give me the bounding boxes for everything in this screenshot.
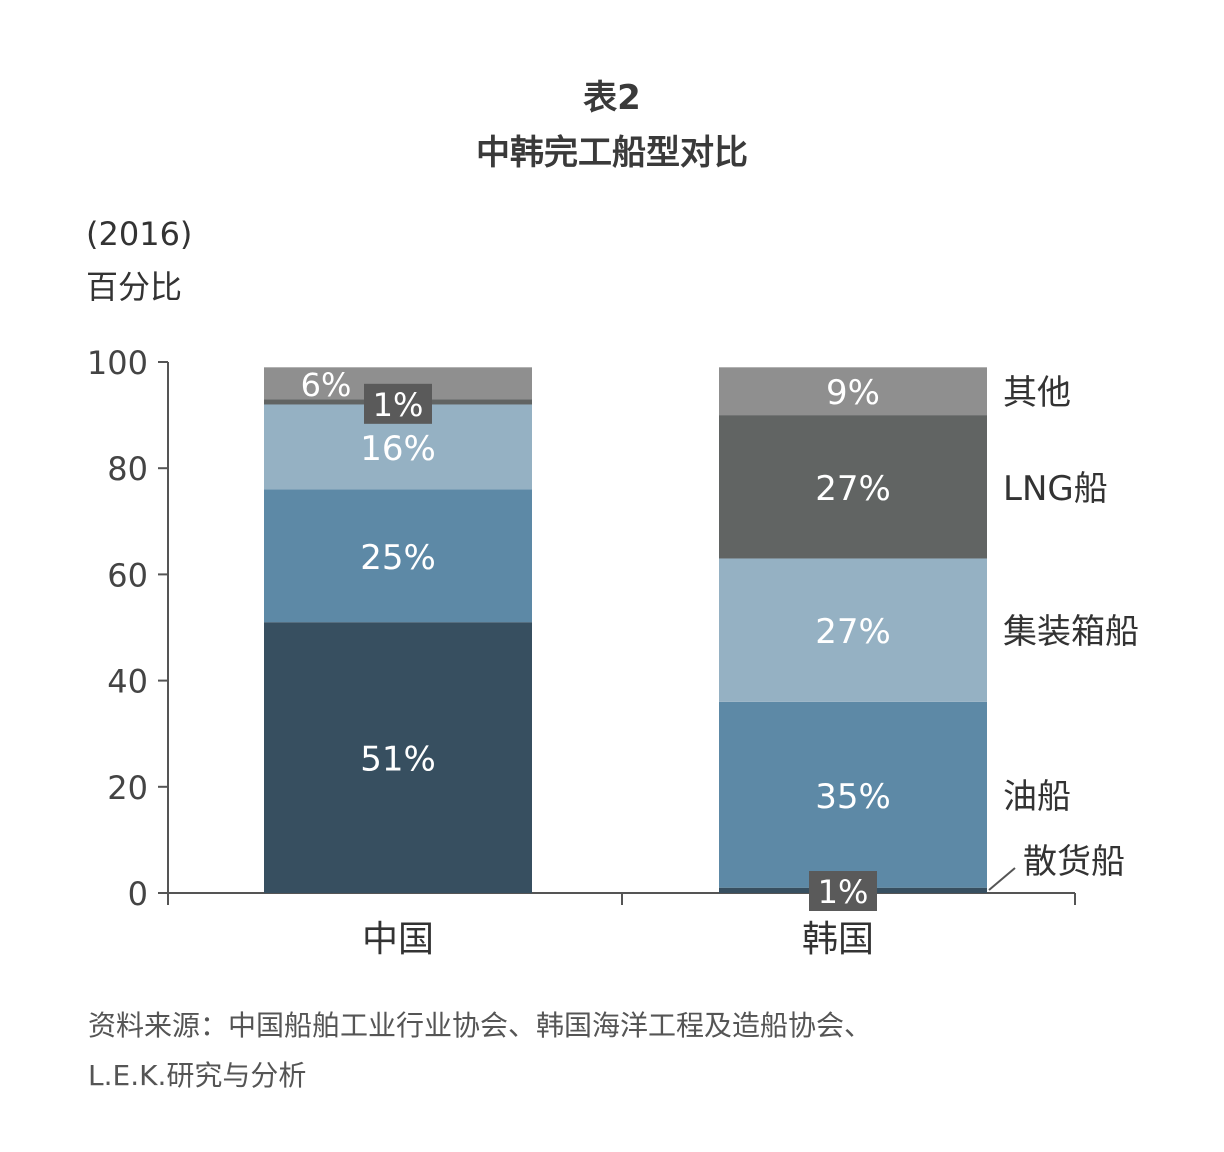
- x-tick-label: 中国: [362, 919, 434, 960]
- bar-segment-tanker: [264, 489, 532, 623]
- series-leader-line: [988, 867, 1016, 891]
- series-label: 散货船: [1023, 842, 1125, 882]
- bar-segment-bulk-carrier: [264, 622, 532, 893]
- y-tick-label: 40: [107, 663, 148, 701]
- bar-segment-tanker: [719, 701, 987, 888]
- y-tick-label: 80: [107, 450, 148, 488]
- y-tick-label: 0: [128, 875, 148, 913]
- series-label: 其他: [1003, 373, 1071, 413]
- chart-title: 表2: [583, 78, 641, 118]
- data-label-box: [364, 383, 432, 424]
- series-label: 油船: [1003, 777, 1071, 817]
- series-label: LNG船: [1003, 469, 1108, 509]
- y-tick-label: 100: [87, 344, 148, 382]
- bar-segment-lng-carrier: [719, 415, 987, 559]
- data-label: 16%: [360, 429, 436, 469]
- bar-segment-container-ship: [719, 558, 987, 702]
- chart-subtitle: 中韩完工船型对比: [476, 133, 748, 173]
- bar-segment-other: [719, 367, 987, 416]
- source-note-line1: 资料来源：中国船舶工业行业协会、韩国海洋工程及造船协会、: [88, 1009, 873, 1042]
- y-axis-unit: 百分比: [86, 268, 183, 306]
- data-label: 25%: [360, 538, 436, 578]
- y-tick-label: 60: [107, 556, 148, 594]
- data-label: 6%: [301, 366, 352, 404]
- data-label: 27%: [815, 469, 891, 509]
- data-label: 9%: [826, 373, 880, 413]
- data-label: 1%: [373, 386, 424, 424]
- source-note-line2: L.E.K.研究与分析: [88, 1059, 307, 1092]
- data-label: 35%: [815, 777, 891, 817]
- series-label: 集装箱船: [1003, 612, 1139, 652]
- data-label-box: [809, 871, 877, 911]
- y-tick-label: 20: [107, 769, 148, 807]
- x-tick-label: 韩国: [802, 919, 874, 960]
- data-label: 51%: [360, 740, 436, 780]
- year-note: (2016): [86, 215, 193, 253]
- data-label: 27%: [815, 612, 891, 652]
- stacked-bar-chart: 0 20 40 60 80 100 51% 25% 16% 1% 6% 中国 1% 35% 27% 27% 9%…: [87, 344, 1139, 960]
- data-label: 1%: [818, 873, 869, 911]
